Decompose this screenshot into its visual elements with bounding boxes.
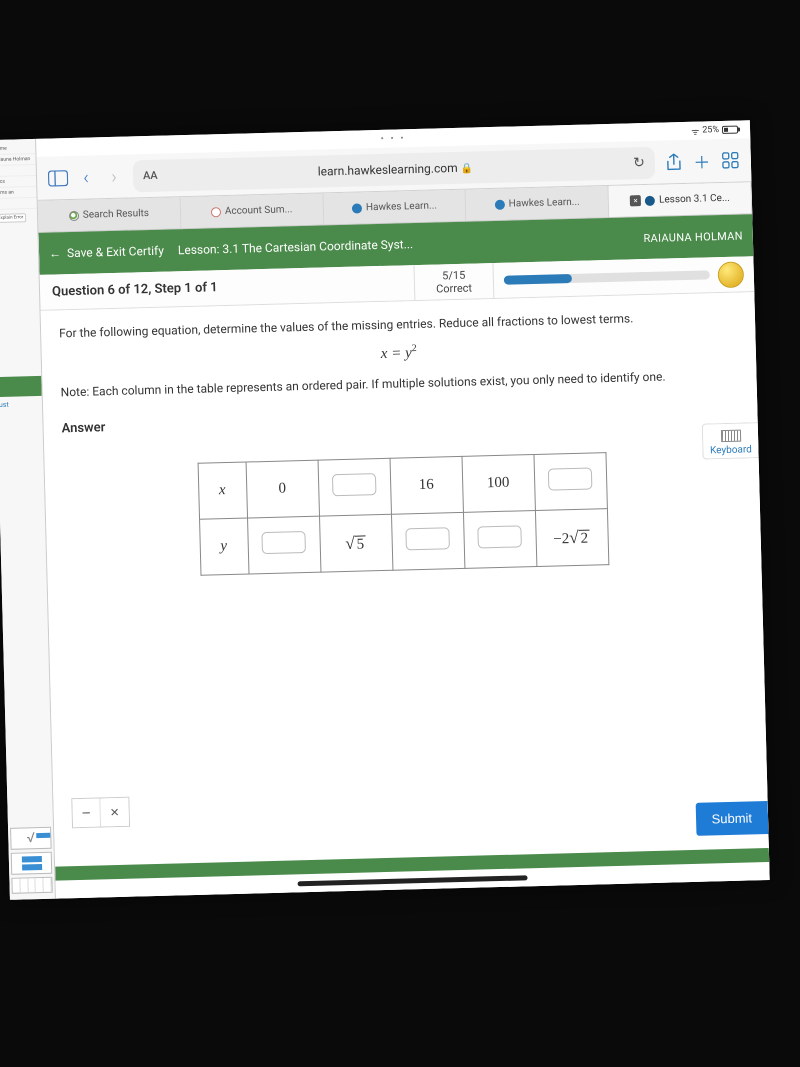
row-header-y: y — [199, 518, 248, 575]
new-tab-icon[interactable]: ＋ — [689, 148, 716, 175]
cell-y-0 — [247, 516, 320, 574]
row-header-x: x — [198, 462, 247, 519]
cell-y-1: √5 — [319, 514, 392, 572]
cell-y-2 — [391, 512, 464, 570]
cell-y-4: −2√2 — [535, 509, 608, 567]
minus-button[interactable]: − — [72, 798, 101, 827]
table-row-y: y √5 −2√2 — [199, 509, 608, 576]
tab-close-icon[interactable]: × — [630, 195, 641, 206]
left-just-text: ust — [0, 396, 42, 413]
progress-area — [493, 256, 754, 298]
share-icon[interactable] — [661, 148, 688, 175]
times-button[interactable]: × — [100, 798, 129, 827]
address-bar[interactable]: AA learn.hawkeslearning.com 🔒 ↻ — [133, 146, 656, 192]
question-note: Note: Each column in the table represent… — [60, 366, 738, 402]
battery-icon — [722, 126, 738, 134]
multitask-dots-icon[interactable]: • • • — [380, 133, 405, 145]
answer-table: x 0 16 100 y √5 −2√2 — [197, 452, 609, 576]
coin-icon[interactable] — [717, 261, 744, 288]
battery-indicator: ᯤ 25% — [691, 123, 738, 137]
reload-icon[interactable]: ↻ — [633, 154, 645, 170]
fraction-palette-button[interactable] — [11, 852, 53, 875]
tabs-overview-icon[interactable] — [716, 147, 743, 174]
keyboard-icon — [720, 430, 740, 443]
hawkes-favicon-icon — [645, 195, 655, 205]
progress-bar — [504, 270, 710, 284]
left-mini-toolbar[interactable] — [11, 877, 52, 894]
lesson-title: Lesson: 3.1 The Cartesian Coordinate Sys… — [178, 237, 414, 257]
cell-y-3 — [463, 510, 536, 568]
hawkes-favicon-icon — [352, 203, 362, 213]
back-button[interactable]: ‹ — [73, 164, 100, 191]
battery-text: 25% — [702, 125, 719, 135]
back-arrow-icon: ← — [49, 246, 61, 260]
user-name-label: RAIAUNA HOLMAN — [643, 229, 743, 245]
cell-x-2: 16 — [390, 456, 463, 514]
blank-input[interactable] — [477, 525, 522, 548]
account-favicon-icon — [211, 207, 221, 217]
forward-button: › — [101, 163, 128, 190]
left-math-palette: √ — [10, 827, 53, 894]
equation: x = y2 — [60, 335, 738, 372]
cell-x-3: 100 — [461, 455, 534, 513]
safari-main-panel: • • • ᯤ 25% ‹ › AA learn.hawkeslearning.… — [36, 120, 770, 898]
score-box: 5/15 Correct — [413, 263, 494, 300]
url-text: learn.hawkeslearning.com 🔒 — [163, 156, 627, 182]
cell-x-0: 0 — [246, 460, 319, 518]
math-operator-toolbar: − × — [71, 797, 130, 829]
page-footer-bar — [55, 848, 769, 881]
sidebar-toggle-icon[interactable] — [45, 165, 72, 192]
blank-input[interactable] — [548, 467, 593, 490]
score-value: 5/15 — [442, 268, 465, 282]
keyboard-toggle-button[interactable]: Keyboard — [702, 422, 759, 459]
explain-error-button[interactable]: Explain Error — [0, 213, 26, 223]
text-size-button[interactable]: AA — [143, 169, 158, 182]
sqrt-palette-button[interactable]: √ — [10, 827, 52, 850]
save-exit-button[interactable]: ← Save & Exit Certify — [49, 244, 164, 261]
search-favicon-icon — [69, 210, 79, 220]
left-row: es — [0, 198, 37, 210]
progress-fill — [504, 274, 572, 285]
cell-x-1 — [318, 458, 391, 516]
blank-input[interactable] — [405, 527, 450, 550]
blank-input[interactable] — [332, 473, 377, 496]
tab-search-results[interactable]: Search Results — [38, 197, 182, 232]
wifi-icon: ᯤ — [691, 124, 700, 137]
tab-account-summary[interactable]: Account Sum... — [180, 193, 324, 228]
lock-icon: 🔒 — [460, 163, 473, 174]
answer-section-label: Answer — [61, 404, 739, 437]
left-green-bar — [0, 376, 42, 397]
tab-hawkes-2[interactable]: Hawkes Learn... — [466, 186, 610, 221]
hawkes-favicon-icon — [495, 199, 505, 209]
tab-lesson-active[interactable]: × Lesson 3.1 Ce... — [609, 182, 753, 217]
question-content: For the following equation, determine th… — [41, 292, 770, 898]
blank-input[interactable] — [261, 531, 306, 554]
submit-button[interactable]: Submit — [695, 801, 768, 836]
tab-hawkes-1[interactable]: Hawkes Learn... — [323, 190, 467, 225]
cell-x-4 — [533, 453, 606, 511]
home-indicator[interactable] — [298, 875, 528, 886]
score-label: Correct — [436, 281, 472, 295]
ipad-split-view: Home Raiauna Holman 21 Secs Items an es … — [0, 120, 770, 900]
